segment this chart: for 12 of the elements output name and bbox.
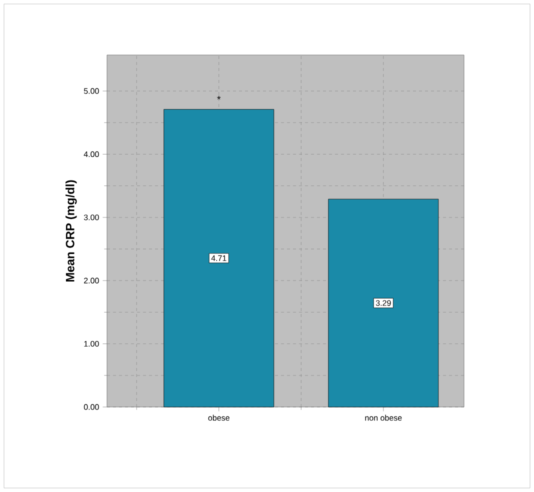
data-label: 4.71: [211, 255, 226, 261]
y-tick-label: 3.00: [84, 214, 99, 220]
y-tick-label: 0.00: [84, 404, 99, 410]
y-tick-label: 1.00: [84, 340, 99, 347]
y-axis-title: Mean CRP (mg/dl): [66, 180, 77, 282]
y-tick-label: 4.00: [84, 151, 99, 158]
x-tick-label: non obese: [365, 414, 402, 421]
y-tick-label: 2.00: [84, 278, 99, 284]
data-label: 3.29: [376, 300, 391, 306]
y-tick-label: 5.00: [84, 88, 99, 94]
x-tick-label: obese: [208, 414, 230, 421]
annotation: *: [217, 96, 221, 100]
